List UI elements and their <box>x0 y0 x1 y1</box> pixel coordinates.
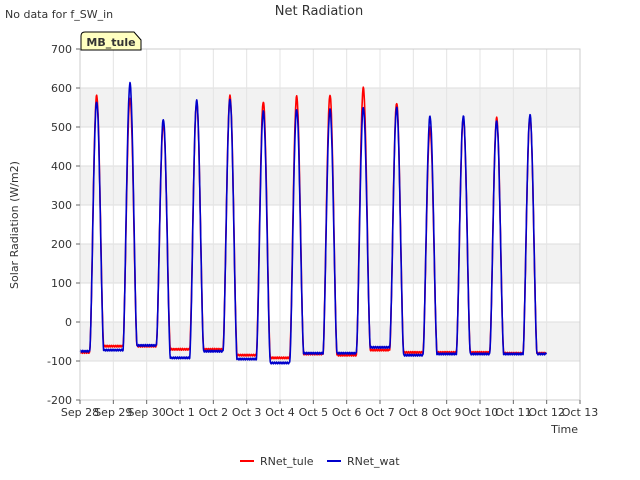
series-line-rnet-wat <box>79 81 548 365</box>
y-tick-label: 600 <box>51 82 72 95</box>
x-tick-label: Oct 13 <box>562 406 599 419</box>
y-tick-label: 300 <box>51 199 72 212</box>
y-tick-label: 700 <box>51 43 72 56</box>
y-tick-label: 400 <box>51 160 72 173</box>
grid-band <box>80 166 580 205</box>
x-tick-label: Sep 29 <box>94 406 132 419</box>
x-tick-label: Oct 12 <box>528 406 565 419</box>
badge-label: MB_tule <box>86 36 135 49</box>
x-tick-label: Oct 4 <box>265 406 295 419</box>
badge-shape <box>80 31 142 51</box>
y-axis-label: Solar Radiation (W/m2) <box>8 161 21 289</box>
y-tick-label: 500 <box>51 121 72 134</box>
grid-band <box>80 244 580 283</box>
x-tick-label: Oct 3 <box>232 406 262 419</box>
legend-label-rnet-tule: RNet_tule <box>260 455 314 468</box>
series-layer <box>79 81 548 365</box>
y-tick-label: 100 <box>51 277 72 290</box>
plot-area <box>79 48 581 401</box>
y-tick-label: 200 <box>51 238 72 251</box>
legend: RNet_tule RNet_wat <box>240 455 400 468</box>
x-tick-label: Oct 2 <box>199 406 229 419</box>
x-tick-label: Oct 9 <box>432 406 462 419</box>
no-data-note: No data for f_SW_in <box>5 8 113 21</box>
x-tick-label: Sep 30 <box>128 406 166 419</box>
x-tick-label: Oct 6 <box>332 406 362 419</box>
chart-title: Net Radiation <box>275 4 363 19</box>
x-tick-label: Sep 28 <box>61 406 99 419</box>
site-badge: MB_tule <box>80 31 142 51</box>
y-tick-label: -200 <box>47 394 72 407</box>
plot-frame <box>79 48 581 401</box>
x-tick-label: Oct 10 <box>462 406 499 419</box>
x-tick-label: Oct 7 <box>365 406 395 419</box>
x-tick-label: Oct 5 <box>299 406 329 419</box>
grid-band <box>80 88 580 127</box>
x-tick-label: Oct 8 <box>399 406 429 419</box>
y-tick-label: -100 <box>47 355 72 368</box>
legend-label-rnet-wat: RNet_wat <box>347 455 400 468</box>
y-tick-label: 0 <box>65 316 72 329</box>
x-tick-label: Oct 1 <box>165 406 195 419</box>
grid-band <box>80 322 580 361</box>
x-tick-label: Oct 11 <box>495 406 532 419</box>
y-axis-ticks: -200 -100 0 100 200 300 400 500 600 700 <box>47 43 80 407</box>
x-axis-label: Time <box>550 423 578 436</box>
